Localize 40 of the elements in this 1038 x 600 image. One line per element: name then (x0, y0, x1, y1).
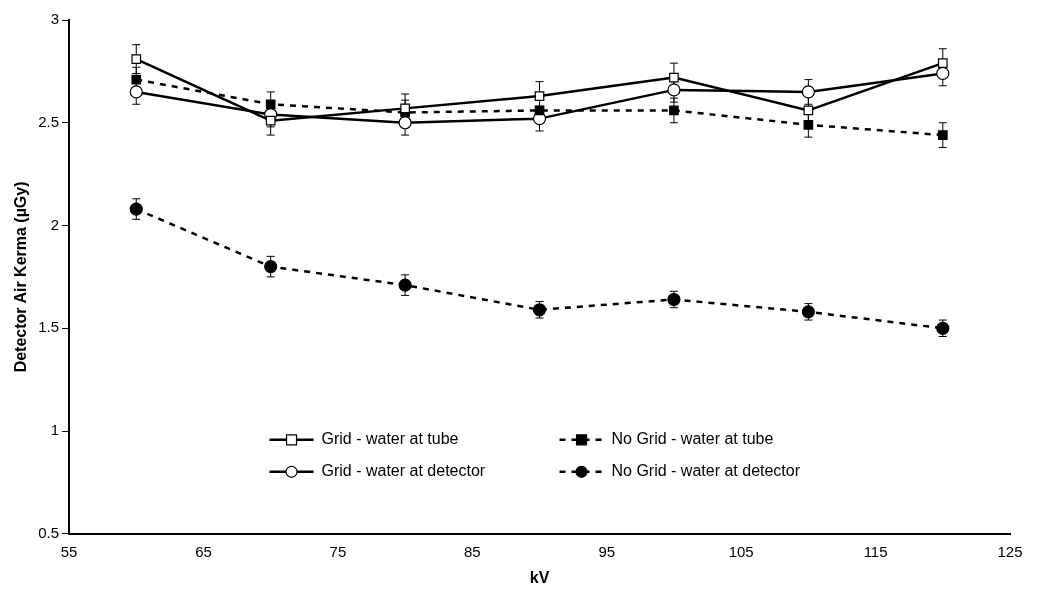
point (803, 105, 814, 116)
y-tick-label: 1.5 (38, 318, 60, 336)
point (131, 54, 142, 64)
legend-label: No Grid - water at detector (611, 462, 801, 480)
legend-label: Grid - water at detector (321, 462, 486, 480)
x-tick-label: 75 (329, 542, 347, 560)
point (129, 85, 143, 99)
point (398, 278, 412, 292)
point (129, 202, 143, 216)
point (937, 58, 948, 68)
point (667, 83, 681, 97)
point (669, 105, 679, 116)
x-tick-label: 115 (863, 542, 888, 560)
y-tick-label: 3 (50, 10, 60, 28)
point (265, 99, 276, 110)
x-axis-title: kV (529, 568, 550, 586)
point (669, 72, 679, 83)
point (534, 91, 545, 101)
x-tick-label: 125 (997, 542, 1023, 560)
y-tick-label: 0.5 (38, 523, 60, 541)
point (936, 66, 950, 81)
point (937, 130, 948, 140)
point (801, 85, 815, 99)
x-tick-label: 65 (195, 542, 212, 560)
point (398, 116, 412, 130)
point (803, 119, 814, 130)
y-tick-label: 2 (50, 215, 60, 233)
point (131, 74, 142, 85)
point (400, 103, 410, 114)
x-tick-label: 55 (60, 542, 78, 560)
point (265, 115, 276, 126)
legend-label: Grid - water at tube (321, 430, 459, 448)
legend-label: No Grid - water at tube (611, 430, 774, 448)
y-tick-label: 1 (50, 421, 60, 439)
x-tick-label: 95 (598, 542, 616, 560)
y-tick-label: 2.5 (38, 112, 60, 130)
y-axis-title: Detector Air Kerma (µGy) (12, 181, 30, 373)
x-tick-label: 85 (463, 542, 481, 560)
x-tick-label: 105 (728, 542, 754, 560)
point (264, 260, 278, 274)
